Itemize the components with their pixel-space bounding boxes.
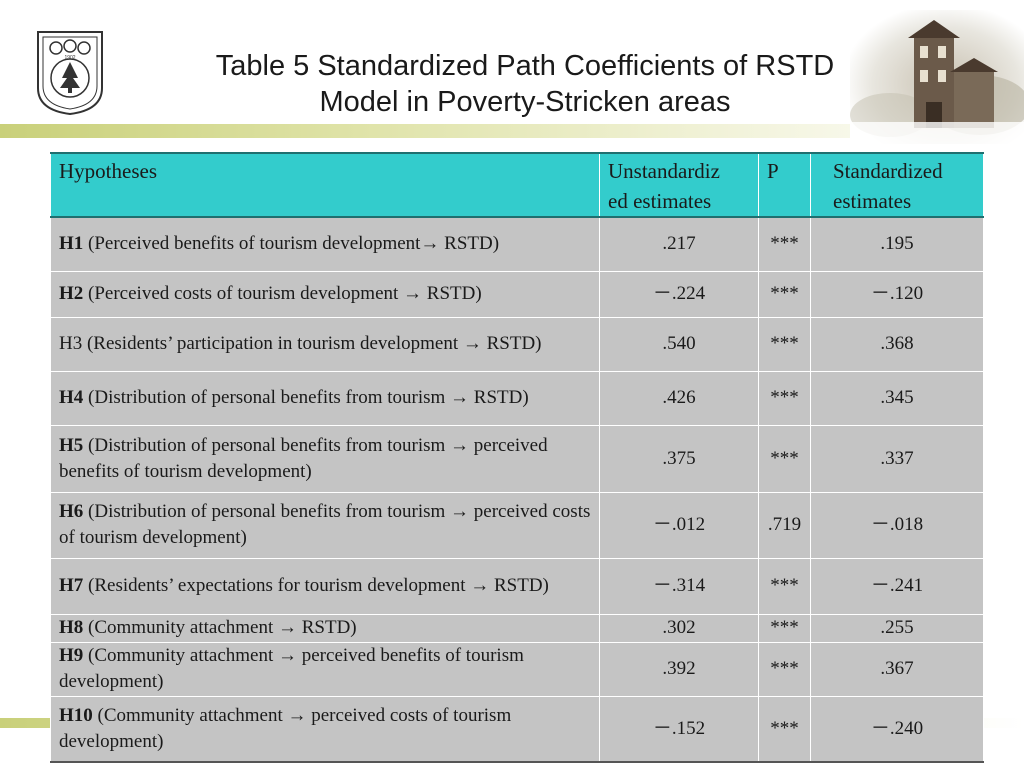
p-cell: *** bbox=[758, 270, 811, 318]
top-decorative-band bbox=[0, 124, 1024, 138]
p-cell: *** bbox=[758, 316, 811, 372]
title-line-1: Table 5 Standardized Path Coefficients o… bbox=[215, 50, 835, 82]
table-row: H1 (Perceived benefits of tourism develo… bbox=[50, 216, 984, 272]
unstandardized-cell: －.314 bbox=[599, 557, 759, 615]
hypothesis-cell: H7 (Residents’ expectations for tourism … bbox=[50, 557, 600, 615]
p-cell: *** bbox=[758, 370, 811, 426]
svg-text:1902: 1902 bbox=[64, 55, 75, 61]
university-seal-icon: 1902 bbox=[37, 31, 103, 116]
unstandardized-cell: .540 bbox=[599, 316, 759, 372]
standardized-cell: .255 bbox=[810, 613, 984, 643]
p-cell: *** bbox=[758, 424, 811, 493]
hypothesis-cell: H3 (Residents’ participation in tourism … bbox=[50, 316, 600, 372]
table-row: H2 (Perceived costs of tourism developme… bbox=[50, 270, 984, 318]
standardized-cell: .345 bbox=[810, 370, 984, 426]
campus-tower-photo bbox=[850, 10, 1024, 144]
unstandardized-cell: －.224 bbox=[599, 270, 759, 318]
p-cell: *** bbox=[758, 641, 811, 697]
standardized-cell: －.240 bbox=[810, 695, 984, 763]
path-coefficients-table: Hypotheses Unstandardiz ed estimates P St… bbox=[50, 152, 984, 763]
unstandardized-cell: .217 bbox=[599, 216, 759, 272]
hypothesis-cell: H8 (Community attachment → RSTD) bbox=[50, 613, 600, 643]
university-logo: 1902 bbox=[34, 28, 106, 116]
table-row: H7 (Residents’ expectations for tourism … bbox=[50, 557, 984, 615]
header-standardized-estimates: Standardized estimates bbox=[810, 152, 984, 218]
unstandardized-cell: －.012 bbox=[599, 491, 759, 559]
hypothesis-cell: H5 (Distribution of personal benefits fr… bbox=[50, 424, 600, 493]
table-row: H4 (Distribution of personal benefits fr… bbox=[50, 370, 984, 426]
unstandardized-cell: －.152 bbox=[599, 695, 759, 763]
table-row: H8 (Community attachment → RSTD) .302 **… bbox=[50, 613, 984, 643]
p-cell: *** bbox=[758, 557, 811, 615]
slide-title: Table 5 Standardized Path Coefficients o… bbox=[120, 48, 930, 120]
p-cell: *** bbox=[758, 695, 811, 763]
standardized-cell: .337 bbox=[810, 424, 984, 493]
hypothesis-cell: H1 (Perceived benefits of tourism develo… bbox=[50, 216, 600, 272]
standardized-cell: －.241 bbox=[810, 557, 984, 615]
table-row: H3 (Residents’ participation in tourism … bbox=[50, 316, 984, 372]
p-cell: *** bbox=[758, 613, 811, 643]
standardized-cell: .368 bbox=[810, 316, 984, 372]
header-unstandardized-estimates: Unstandardiz ed estimates bbox=[599, 152, 759, 218]
table-row: H5 (Distribution of personal benefits fr… bbox=[50, 424, 984, 493]
hypothesis-cell: H6 (Distribution of personal benefits fr… bbox=[50, 491, 600, 559]
hypothesis-cell: H2 (Perceived costs of tourism developme… bbox=[50, 270, 600, 318]
p-cell: *** bbox=[758, 216, 811, 272]
unstandardized-cell: .302 bbox=[599, 613, 759, 643]
unstandardized-cell: .426 bbox=[599, 370, 759, 426]
hypothesis-cell: H9 (Community attachment → perceived ben… bbox=[50, 641, 600, 697]
unstandardized-cell: .392 bbox=[599, 641, 759, 697]
standardized-cell: －.120 bbox=[810, 270, 984, 318]
table-row: H9 (Community attachment → perceived ben… bbox=[50, 641, 984, 697]
table-header-row: Hypotheses Unstandardiz ed estimates P St… bbox=[50, 152, 984, 218]
standardized-cell: .195 bbox=[810, 216, 984, 272]
standardized-cell: .367 bbox=[810, 641, 984, 697]
standardized-cell: －.018 bbox=[810, 491, 984, 559]
title-line-2: Model in Poverty-Stricken areas bbox=[319, 86, 731, 118]
hypothesis-cell: H10 (Community attachment → perceived co… bbox=[50, 695, 600, 763]
table-row: H10 (Community attachment → perceived co… bbox=[50, 695, 984, 763]
table-row: H6 (Distribution of personal benefits fr… bbox=[50, 491, 984, 559]
unstandardized-cell: .375 bbox=[599, 424, 759, 493]
header-p: P bbox=[758, 152, 811, 218]
header-hypotheses: Hypotheses bbox=[50, 152, 600, 218]
hypothesis-cell: H4 (Distribution of personal benefits fr… bbox=[50, 370, 600, 426]
p-cell: .719 bbox=[758, 491, 811, 559]
